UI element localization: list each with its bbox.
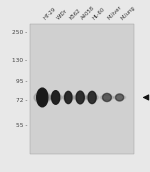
Text: K562: K562 [68, 8, 81, 21]
Text: 95 -: 95 - [16, 79, 27, 84]
Ellipse shape [74, 94, 86, 101]
Ellipse shape [113, 95, 126, 100]
Text: M.lung: M.lung [120, 5, 136, 21]
Ellipse shape [37, 88, 48, 107]
Ellipse shape [65, 91, 72, 104]
Text: 72 -: 72 - [16, 98, 27, 103]
Text: 130 -: 130 - [12, 58, 27, 63]
Text: 55 -: 55 - [16, 123, 27, 128]
Ellipse shape [88, 91, 96, 104]
Ellipse shape [102, 93, 111, 101]
Ellipse shape [63, 94, 74, 101]
Text: 250 -: 250 - [12, 30, 27, 35]
Bar [30, 24, 134, 154]
Ellipse shape [52, 91, 60, 104]
Ellipse shape [86, 94, 98, 101]
Ellipse shape [100, 95, 114, 100]
Text: WiDr: WiDr [56, 8, 68, 21]
Text: HT-29: HT-29 [42, 7, 57, 21]
Text: A4058: A4058 [80, 6, 96, 21]
Ellipse shape [76, 91, 84, 104]
Text: M.liver: M.liver [107, 5, 123, 21]
Ellipse shape [34, 92, 51, 103]
Ellipse shape [50, 93, 62, 101]
Text: HL-60: HL-60 [92, 7, 106, 21]
Ellipse shape [116, 94, 124, 101]
